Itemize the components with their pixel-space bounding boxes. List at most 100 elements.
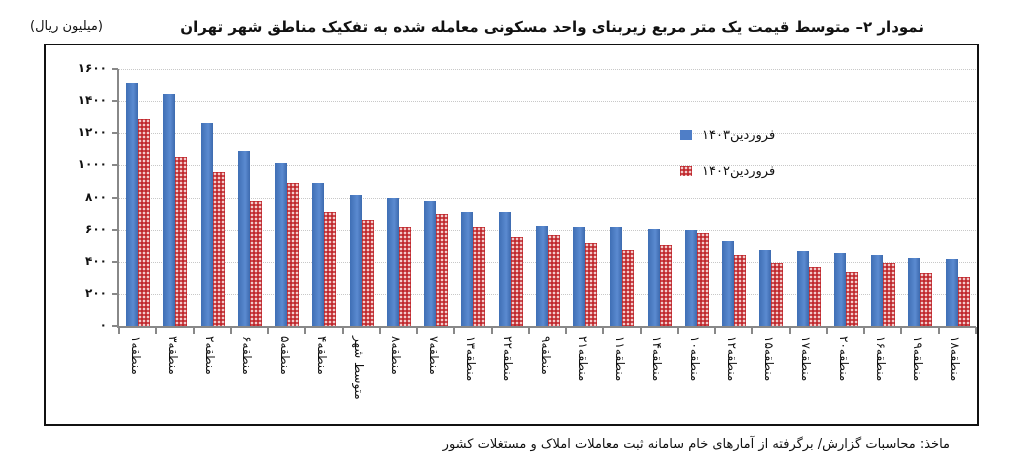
y-tick — [112, 132, 118, 135]
x-category-text: منطقه۱۷ — [799, 336, 814, 382]
y-tick — [112, 68, 118, 70]
y-tick-label: ۰ — [99, 318, 107, 332]
x-tick — [937, 327, 940, 334]
bar-1403 — [498, 211, 511, 326]
x-category-label: منطقه۳ — [166, 336, 180, 416]
bar-1402 — [845, 272, 858, 326]
bar-1402 — [436, 213, 449, 326]
x-tick — [341, 327, 344, 334]
bar-1403 — [945, 258, 958, 326]
x-tick — [788, 327, 791, 334]
chart-title: نمودار ۲– متوسط قیمت یک متر مربع زیربنای… — [180, 18, 924, 36]
bar-1403 — [535, 225, 548, 326]
x-category-label: منطقه۷ — [427, 336, 441, 416]
y-tick-label: ۱۴۰۰ — [77, 93, 107, 108]
x-category-text: منطقه۵ — [277, 336, 292, 375]
bar-1403 — [312, 183, 325, 326]
bar-1402 — [585, 243, 598, 326]
y-tick — [112, 100, 118, 103]
bar-1402 — [510, 236, 523, 326]
x-tick — [527, 327, 530, 334]
bar-1402 — [361, 220, 374, 326]
x-category-text: منطقه۱۲ — [724, 336, 739, 382]
y-tick — [112, 228, 118, 231]
x-tick — [453, 327, 456, 334]
x-category-label: منطقه۵ — [278, 336, 292, 416]
x-category-label: منطقه۱۴ — [650, 336, 664, 416]
x-tick — [192, 327, 195, 334]
bar-1402 — [473, 227, 486, 326]
x-category-text: منطقه۱۳ — [463, 336, 478, 382]
x-category-label: منطقه۱۹ — [911, 336, 925, 416]
bar-1403 — [126, 83, 138, 326]
bar-1402 — [808, 266, 821, 326]
x-category-label: منطقه۱۷ — [799, 336, 813, 416]
legend-swatch-red-dotted-icon — [680, 166, 692, 176]
bar-1402 — [696, 232, 709, 326]
bar-1403 — [684, 229, 697, 326]
x-category-label: منطقه۱۳ — [464, 336, 478, 416]
x-tick — [900, 327, 903, 334]
gridline — [119, 101, 976, 103]
x-category-label: منطقه۱۶ — [874, 336, 888, 416]
bar-1403 — [349, 195, 362, 326]
y-tick-label: ۱۰۰۰ — [77, 157, 107, 172]
x-category-label: منطقه۲ — [203, 336, 217, 416]
legend: فروردین۱۴۰۳ فروردین۱۴۰۲ — [680, 124, 840, 196]
bar-1403 — [275, 162, 288, 326]
x-category-text: منطقه۱۴ — [650, 336, 665, 382]
x-category-text: منطقه۱۱ — [613, 336, 628, 382]
x-category-text: منطقه۲۱ — [575, 336, 590, 382]
bar-1403 — [871, 255, 884, 326]
bar-1403 — [461, 211, 474, 326]
bar-1402 — [138, 118, 150, 326]
x-tick — [975, 327, 977, 334]
y-tick-label: ۴۰۰ — [85, 253, 107, 268]
plot-area: ۰ ۲۰۰ ۴۰۰ ۶۰۰ ۸۰۰ ۱۰۰۰ ۱۲۰۰ ۱۴۰۰ ۱۶۰۰ — [78, 61, 977, 334]
legend-item-1402: فروردین۱۴۰۲ — [680, 160, 840, 182]
x-tick — [155, 327, 158, 334]
bar-1402 — [175, 156, 188, 326]
x-category-text: منطقه۲۰ — [836, 336, 851, 382]
x-category-label: منطقه۶ — [240, 336, 254, 416]
y-tick — [112, 325, 118, 327]
x-tick — [602, 327, 605, 334]
bar-1402 — [287, 183, 300, 326]
legend-label: فروردین۱۴۰۲ — [702, 163, 776, 179]
bar-1403 — [833, 252, 846, 326]
bar-1403 — [796, 250, 809, 326]
x-category-text: منطقه۸ — [389, 336, 404, 375]
bar-1403 — [163, 93, 176, 326]
x-category-text: منطقه۱۰ — [687, 336, 702, 382]
x-category-text: منطقه۳ — [165, 336, 180, 375]
x-category-text: منطقه۱۹ — [911, 336, 926, 382]
bar-1403 — [573, 227, 586, 326]
y-tick — [112, 164, 118, 167]
x-category-label: منطقه۱۸ — [948, 336, 962, 416]
bar-1403 — [237, 150, 250, 326]
gridline — [119, 165, 976, 167]
x-category-label: منطقه۱۲ — [725, 336, 739, 416]
x-category-text: منطقه۹ — [538, 336, 553, 375]
x-category-label: متوسط شهر — [352, 336, 366, 416]
gridline — [119, 133, 976, 135]
bar-1402 — [957, 277, 970, 326]
bar-1403 — [386, 198, 399, 326]
legend-label: فروردین۱۴۰۳ — [702, 127, 776, 143]
x-tick — [267, 327, 270, 334]
source-note: ماخذ: محاسبات گزارش/ برگرفته از آمارهای … — [442, 437, 950, 452]
x-category-label: منطقه۸ — [389, 336, 403, 416]
gridline — [119, 197, 976, 199]
x-category-label: منطقه۹ — [539, 336, 553, 416]
bar-1402 — [771, 262, 784, 326]
chart-title-bar: نمودار ۲– متوسط قیمت یک متر مربع زیربنای… — [0, 18, 1024, 42]
x-category-text: منطقه۱۶ — [873, 336, 888, 382]
y-tick-label: ۱۶۰۰ — [77, 61, 107, 75]
bar-1403 — [610, 227, 623, 326]
bar-1402 — [249, 200, 262, 326]
x-category-label: منطقه۲۱ — [576, 336, 590, 416]
x-tick — [676, 327, 679, 334]
x-tick — [416, 327, 419, 334]
y-tick-label: ۱۲۰۰ — [77, 125, 107, 140]
legend-item-1403: فروردین۱۴۰۳ — [680, 124, 840, 146]
